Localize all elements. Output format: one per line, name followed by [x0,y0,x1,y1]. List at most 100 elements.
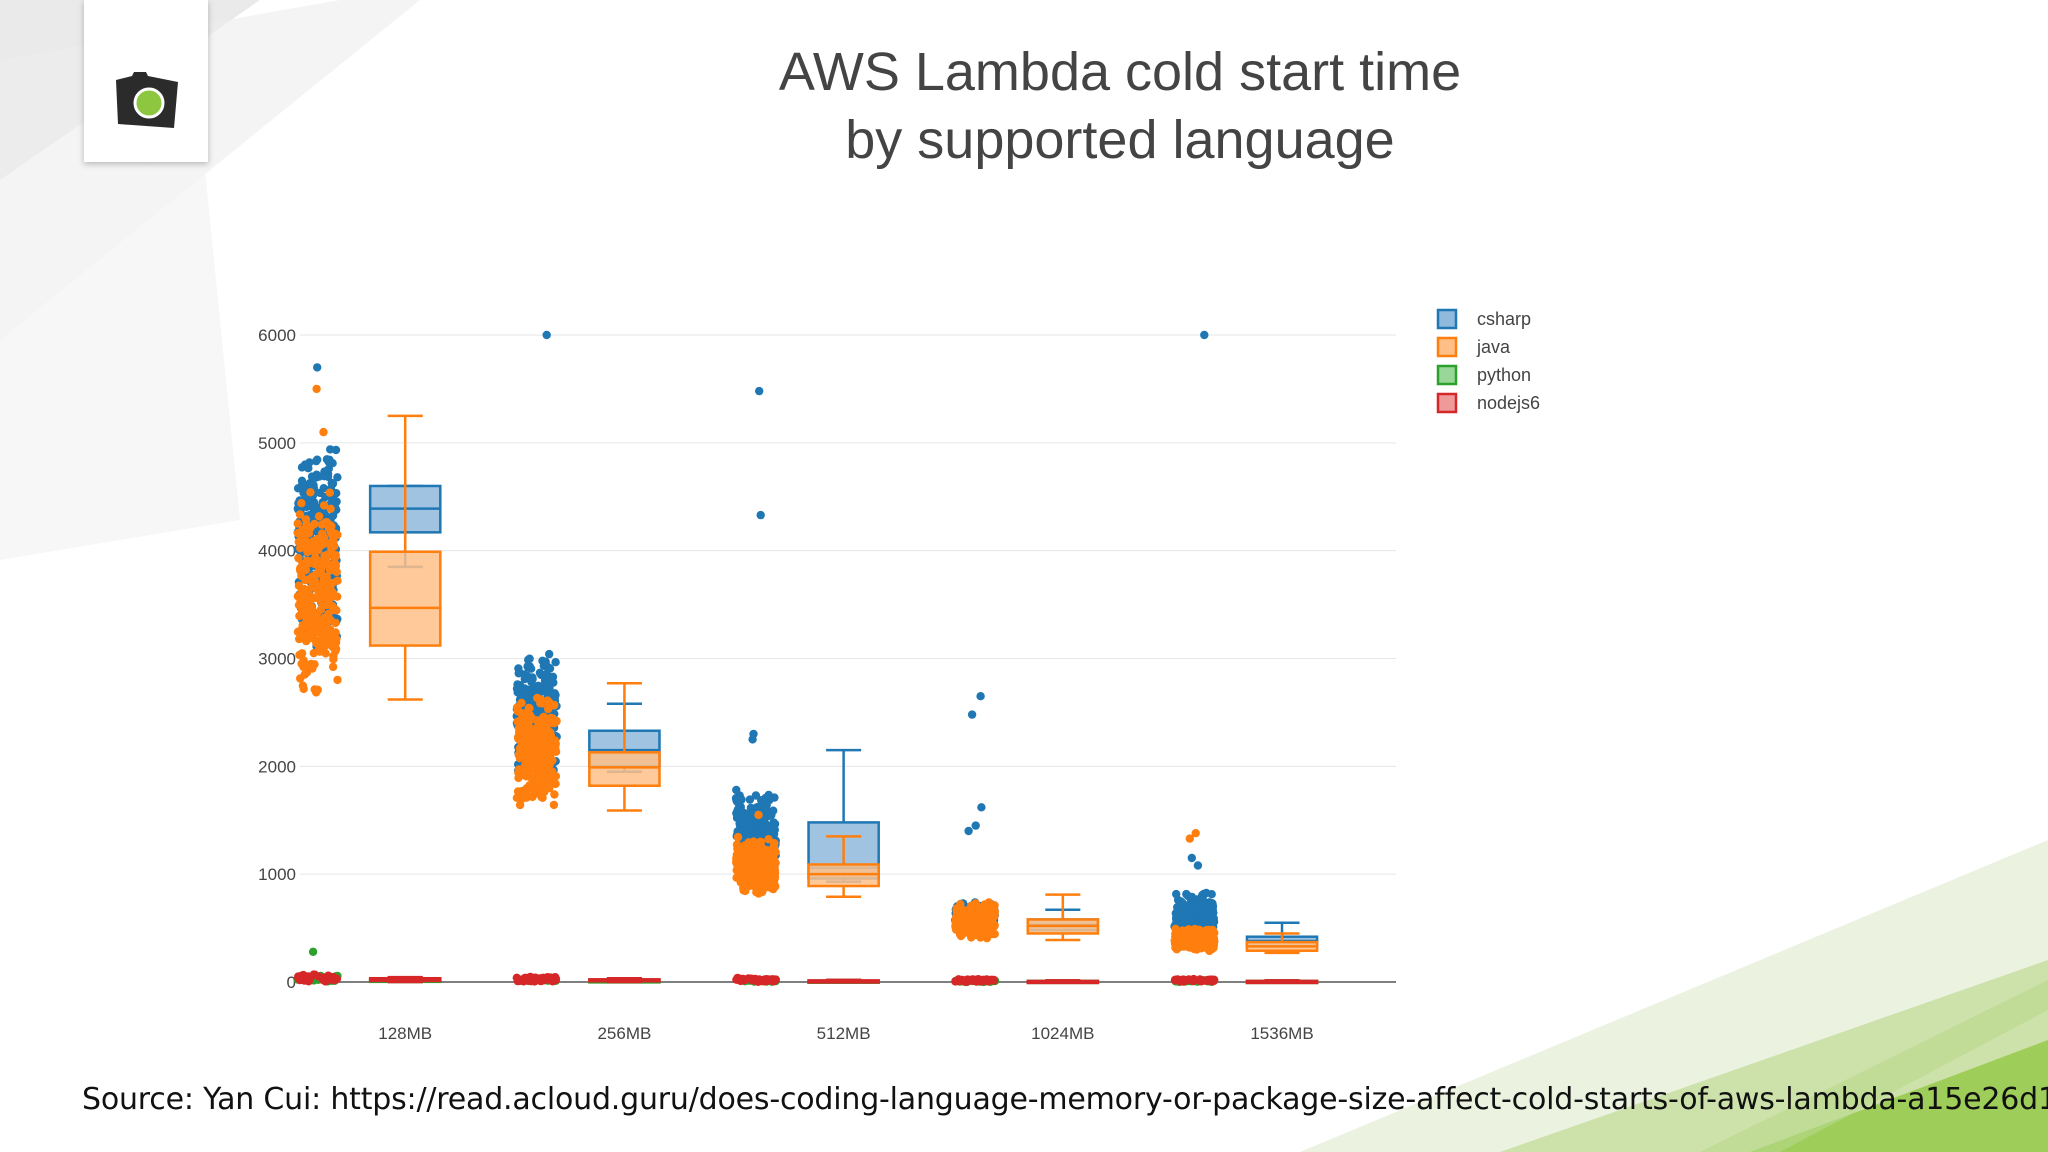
data-point [300,602,309,611]
data-point [314,512,324,521]
data-point [1172,913,1181,922]
source-citation: Source: Yan Cui: https://read.acloud.gur… [82,1082,2048,1117]
data-point [295,510,305,519]
data-point [537,774,546,783]
outlier-point [1200,330,1209,340]
data-point [301,515,311,524]
outlier-point [971,821,980,830]
data-point [743,875,752,884]
y-axis-ticks: 0 1000 2000 3000 4000 5000 6000 [258,326,296,992]
y-tick-label: 3000 [258,650,296,669]
data-point [530,750,539,760]
data-point [306,545,315,554]
data-point [967,933,976,942]
data-point [514,750,523,759]
data-point [535,668,545,677]
data-point [965,905,974,914]
data-point [309,648,318,658]
data-point [516,722,525,732]
data-point [981,925,990,934]
data-point [327,530,337,539]
data-point [518,786,527,796]
data-point [736,811,745,820]
data-point [545,649,554,659]
data-point [333,473,342,482]
data-point [296,567,305,576]
data-point [306,488,315,497]
logo-card [84,0,208,162]
data-point [313,591,323,600]
data-point [745,795,755,804]
data-point [530,740,539,750]
data-point [319,571,328,581]
data-point [297,499,306,508]
data-point [522,973,531,983]
x-tick-label: 512MB [817,1024,871,1043]
data-point [327,544,336,553]
data-point [312,456,321,466]
data-point [733,832,743,842]
legend: csharp java python nodejs6 [1436,308,1540,414]
box-group-java-512MB [732,810,880,899]
data-point [298,974,307,984]
outlier-point [1187,853,1197,863]
data-point [954,975,963,984]
data-point [326,504,335,513]
outlier-point [755,386,764,396]
data-point [982,934,992,943]
data-point [955,909,964,918]
box-group-java-1536MB [1170,829,1319,956]
data-point [770,839,779,848]
data-point [956,900,965,909]
legend-swatch-csharp [1436,308,1458,330]
data-point [741,860,750,869]
data-point [321,585,330,595]
outlier-point [967,710,977,719]
legend-swatch-nodejs6 [1436,392,1458,414]
data-point [1171,976,1180,985]
data-point [971,923,980,933]
data-point [969,916,978,925]
data-point [295,650,304,660]
data-point [1198,941,1207,950]
outlier-point [748,735,757,744]
data-point [973,977,983,986]
x-tick-label: 256MB [597,1024,651,1043]
data-point [545,679,555,689]
y-tick-label: 6000 [258,326,296,345]
box-group-nodejs6-1024MB [951,975,1100,986]
data-point [1209,917,1218,926]
data-point [751,863,760,872]
data-point [1194,927,1203,936]
data-point [542,753,551,763]
data-point [753,885,763,894]
data-point [298,681,308,690]
data-point [530,764,540,773]
y-tick-label: 5000 [258,434,296,453]
data-point [1177,976,1187,985]
legend-swatch-java [1436,336,1458,358]
legend-label-csharp: csharp [1477,309,1531,329]
data-point [551,975,560,985]
data-point [327,478,336,488]
outlier-point [1185,834,1195,843]
data-point [1171,940,1180,949]
data-point [760,977,770,986]
y-tick-label: 4000 [258,542,296,561]
camera-icon [116,72,178,128]
x-axis-ticks: 128MB 256MB 512MB 1024MB 1536MB [378,1024,1313,1043]
data-point [515,667,524,677]
box-group-nodejs6-256MB [512,972,661,986]
data-point [544,734,554,743]
data-point [986,915,996,924]
box-group-nodejs6-512MB [732,973,880,986]
data-point [512,793,522,802]
data-point [519,769,528,778]
data-point [325,488,334,497]
data-point [1178,919,1187,928]
data-point [333,675,342,685]
data-point [543,975,552,984]
data-point [532,727,541,736]
